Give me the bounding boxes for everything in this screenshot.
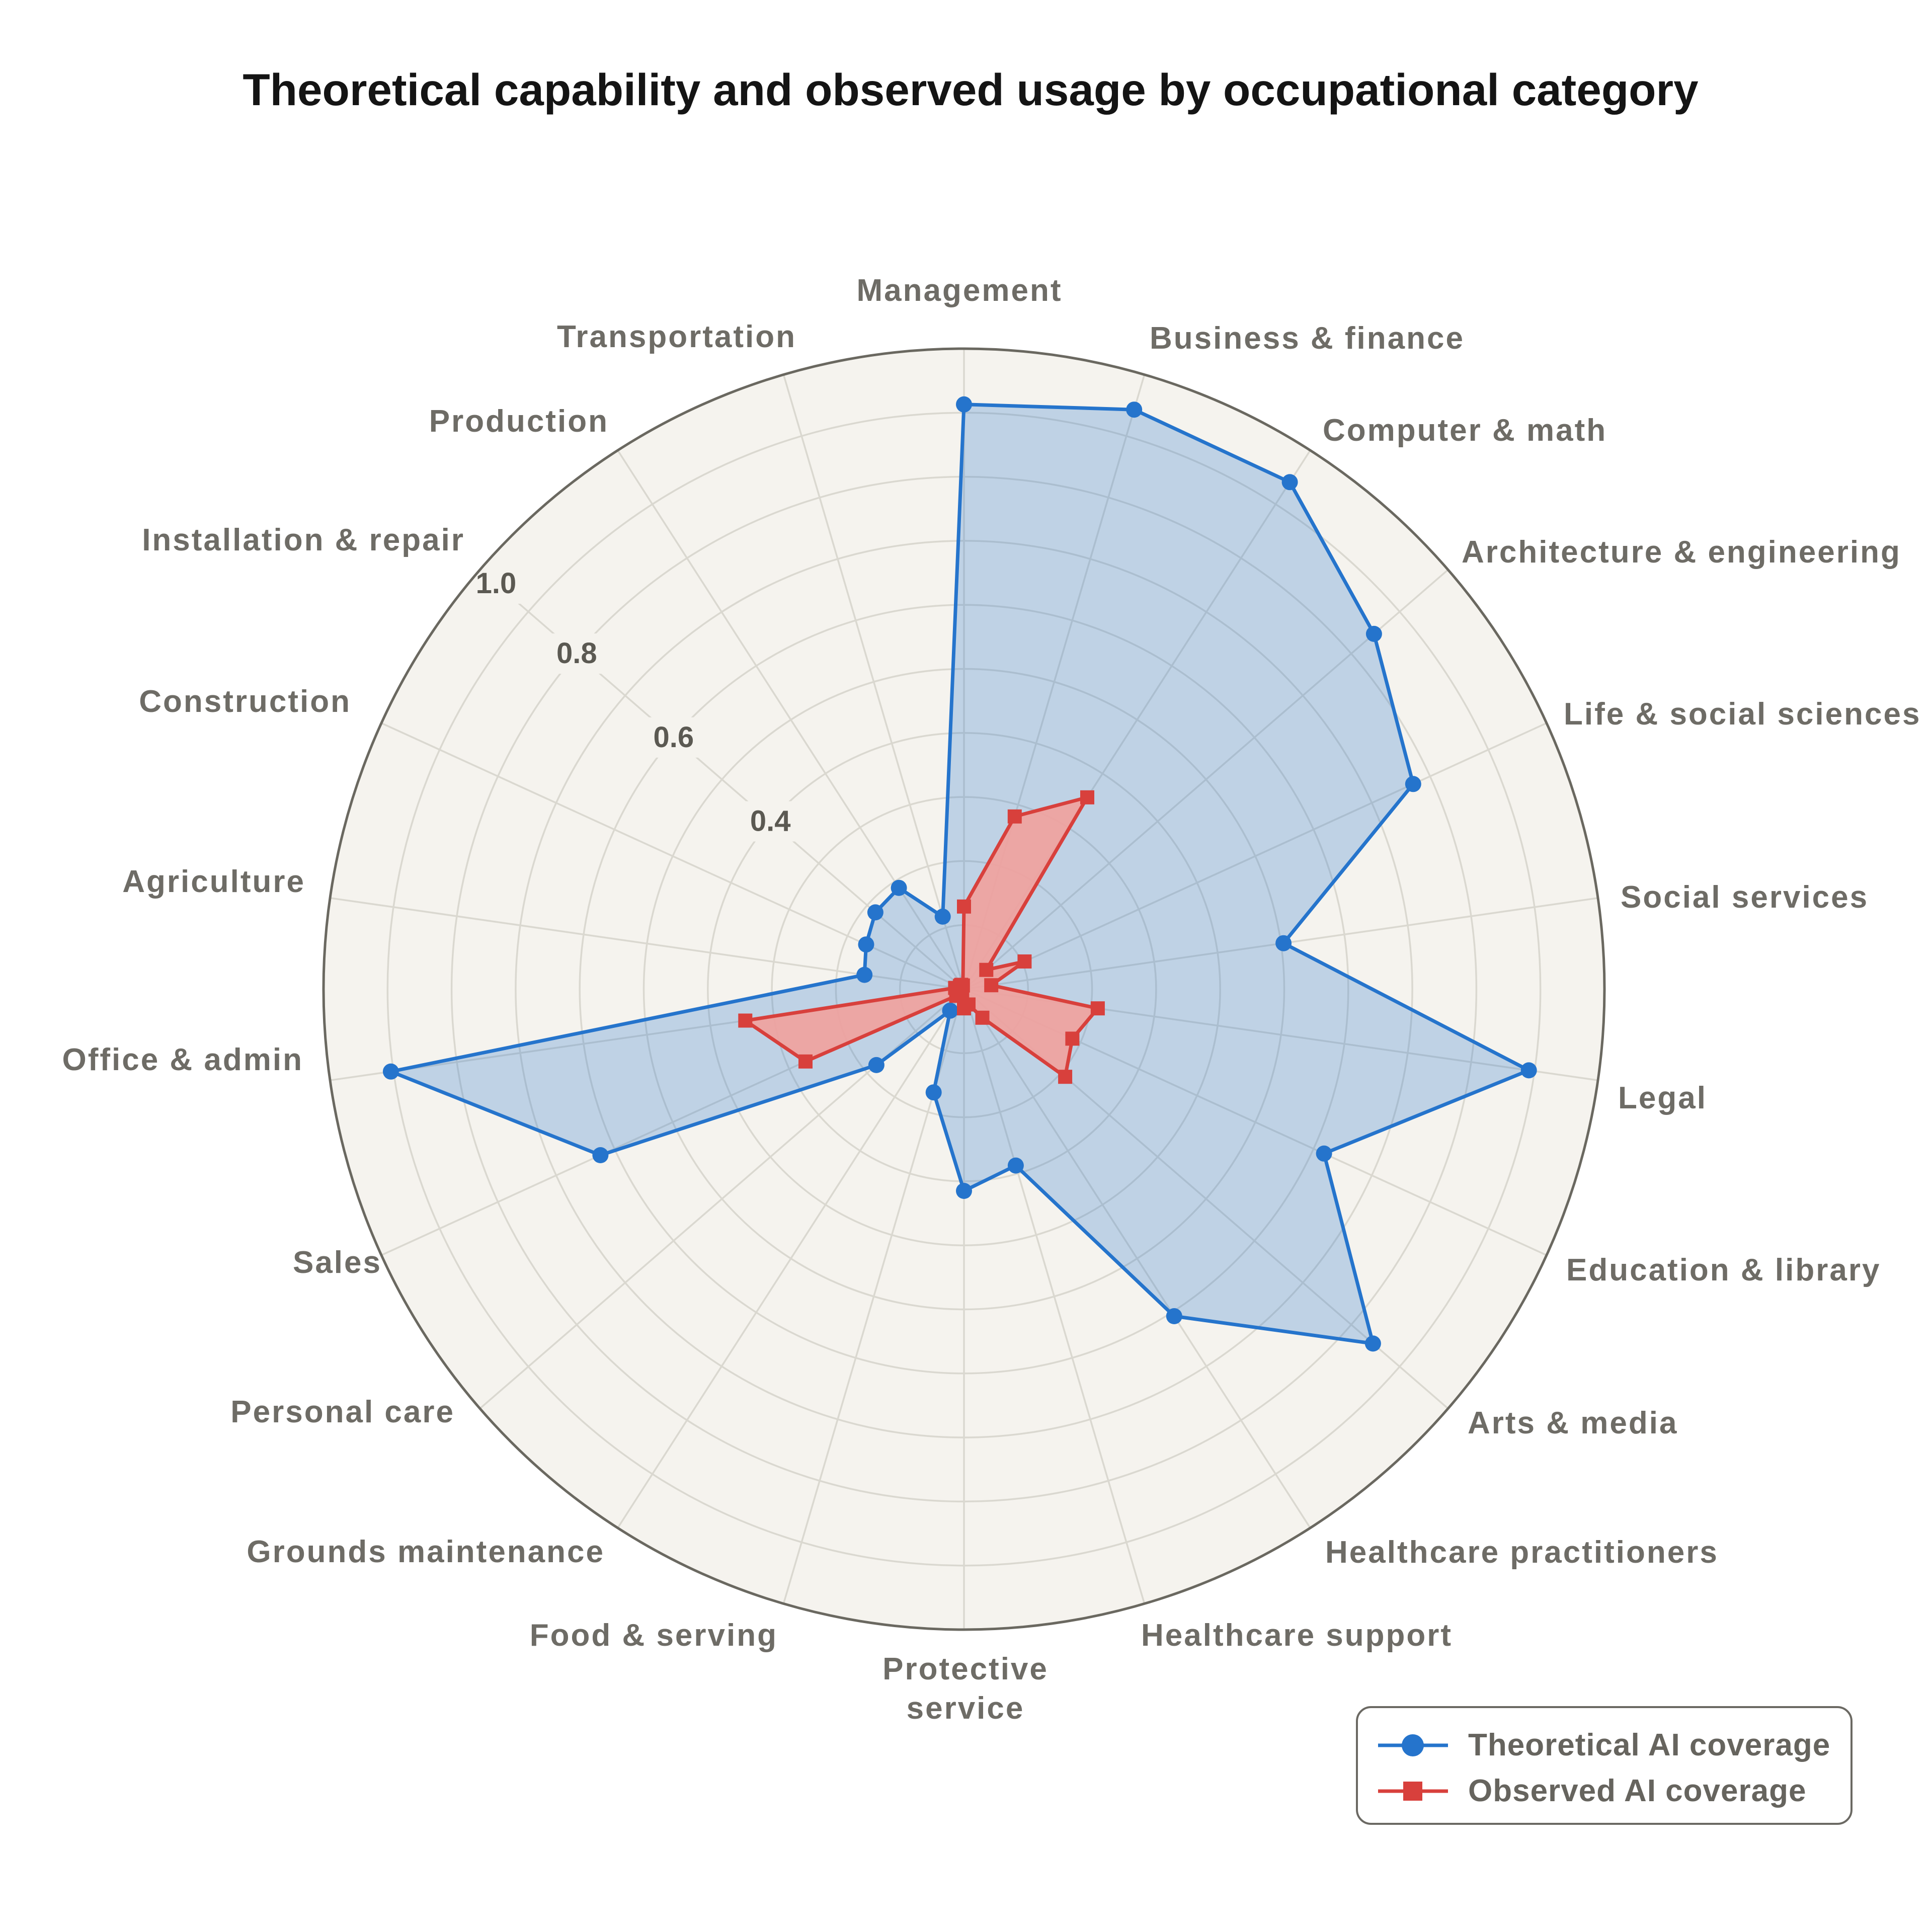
- svg-text:Observed AI coverage: Observed AI coverage: [1468, 1774, 1806, 1808]
- svg-text:service: service: [907, 1691, 1025, 1726]
- svg-text:Sales: Sales: [293, 1245, 382, 1280]
- svg-text:Management: Management: [857, 273, 1063, 308]
- svg-text:Personal care: Personal care: [230, 1395, 455, 1429]
- svg-text:Office & admin: Office & admin: [62, 1042, 303, 1077]
- svg-text:0.8: 0.8: [556, 637, 597, 670]
- svg-text:1.0: 1.0: [476, 567, 517, 600]
- svg-text:Production: Production: [429, 404, 609, 439]
- svg-text:Life & social sciences: Life & social sciences: [1564, 697, 1921, 732]
- svg-text:Transportation: Transportation: [557, 319, 796, 354]
- svg-text:Theoretical AI coverage: Theoretical AI coverage: [1468, 1728, 1830, 1762]
- svg-text:Education & library: Education & library: [1566, 1253, 1881, 1287]
- svg-text:Arts & media: Arts & media: [1468, 1406, 1678, 1440]
- svg-text:Construction: Construction: [139, 684, 351, 719]
- svg-text:Theoretical capability and obs: Theoretical capability and observed usag…: [243, 64, 1699, 115]
- svg-text:Computer & math: Computer & math: [1323, 413, 1607, 448]
- svg-text:0.4: 0.4: [750, 805, 791, 838]
- svg-text:Food & serving: Food & serving: [530, 1618, 778, 1653]
- svg-text:Social services: Social services: [1621, 880, 1869, 915]
- svg-text:Architecture & engineering: Architecture & engineering: [1462, 535, 1901, 570]
- svg-text:Agriculture: Agriculture: [122, 864, 305, 899]
- svg-text:Legal: Legal: [1618, 1081, 1707, 1115]
- svg-text:Protective: Protective: [882, 1652, 1049, 1686]
- svg-text:Healthcare practitioners: Healthcare practitioners: [1325, 1535, 1719, 1570]
- svg-text:Installation & repair: Installation & repair: [142, 523, 465, 557]
- svg-text:Business & finance: Business & finance: [1150, 321, 1465, 356]
- svg-text:Grounds maintenance: Grounds maintenance: [247, 1535, 605, 1569]
- svg-text:Healthcare support: Healthcare support: [1141, 1618, 1453, 1653]
- svg-text:0.6: 0.6: [653, 721, 694, 754]
